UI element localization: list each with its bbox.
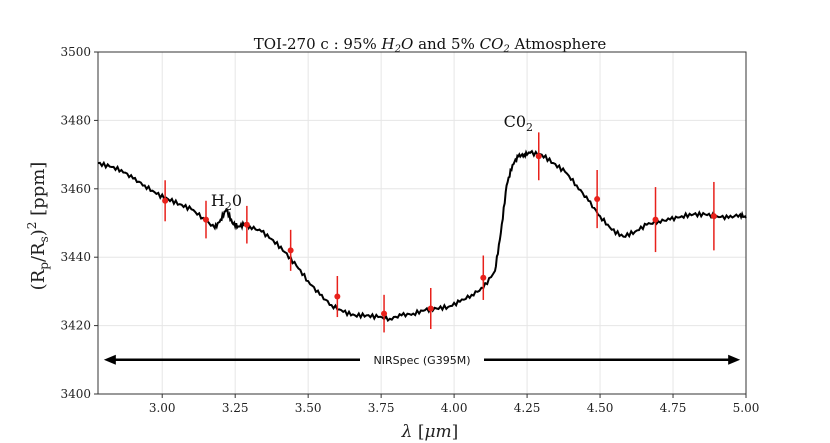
data-point <box>652 216 659 223</box>
data-point <box>480 274 487 281</box>
y-tick-label: 3460 <box>60 182 91 196</box>
arrow-head-right <box>728 354 741 365</box>
y-axis-title: (Rp/Rs)2 [ppm] <box>25 162 51 291</box>
y-tick-label: 3440 <box>60 250 91 264</box>
nirspec-range-arrow: NIRSpec (G395M) <box>103 354 741 367</box>
molecule-annotation: C02 <box>504 112 533 134</box>
data-point <box>594 196 601 203</box>
data-points <box>162 132 717 333</box>
chart-title: TOI-270 c : 95% H2O and 5% CO2 Atmospher… <box>254 35 607 55</box>
data-point <box>334 293 341 300</box>
x-tick-label: 4.25 <box>514 401 541 415</box>
x-tick-label: 4.50 <box>587 401 614 415</box>
y-tick-label: 3400 <box>60 387 91 401</box>
y-tick-label: 3420 <box>60 319 91 333</box>
x-tick-label: 3.25 <box>222 401 249 415</box>
x-tick-label: 4.75 <box>660 401 687 415</box>
y-tick-label: 3500 <box>60 45 91 59</box>
x-tick-label: 3.50 <box>295 401 322 415</box>
data-point <box>287 247 294 254</box>
x-axis-title: λ [μm] <box>401 422 459 442</box>
y-tick-label: 3480 <box>60 113 91 127</box>
model-spectrum-line <box>97 149 747 323</box>
x-tick-label: 5.00 <box>733 401 760 415</box>
x-tick-label: 3.75 <box>368 401 395 415</box>
molecule-annotations: H20 C02 <box>211 112 533 213</box>
arrow-head-left <box>103 354 116 365</box>
data-point <box>243 221 250 228</box>
axis-ticks: 3.00 3.25 3.50 3.75 4.00 4.25 4.50 4.75 5.00 3400… <box>60 45 759 415</box>
data-point <box>162 197 169 204</box>
molecule-annotation: H20 <box>211 191 242 213</box>
x-tick-label: 3.00 <box>149 401 176 415</box>
data-point <box>427 305 434 312</box>
data-point <box>381 310 388 317</box>
data-point <box>535 153 542 160</box>
x-tick-label: 4.00 <box>441 401 468 415</box>
plot-frame <box>97 51 747 395</box>
data-point <box>710 213 717 220</box>
data-point <box>203 216 209 223</box>
nirspec-label: NIRSpec (G395M) <box>374 354 471 367</box>
